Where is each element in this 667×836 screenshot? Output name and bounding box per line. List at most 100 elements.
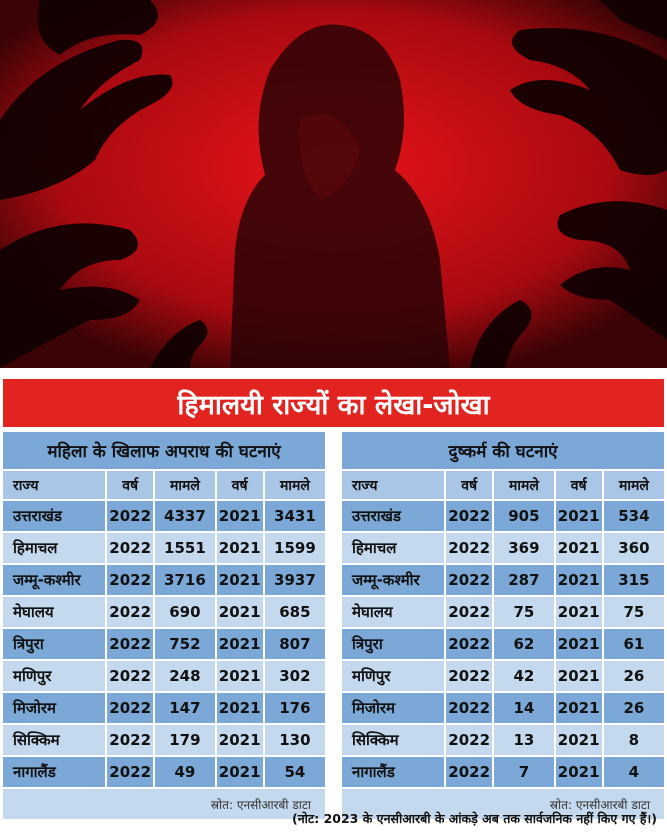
- table-header-row: राज्य वर्ष मामले वर्ष मामले: [3, 471, 325, 500]
- cases-cell: 807: [262, 628, 325, 660]
- year-cell: 2021: [214, 500, 264, 532]
- cases-cell: 905: [492, 500, 555, 532]
- table-row: मणिपुर 2022 248 2021 302: [3, 660, 325, 692]
- cases-cell: 42: [492, 660, 555, 692]
- table-row: मणिपुर 2022 42 2021 26: [342, 660, 664, 692]
- cases-cell: 14: [492, 692, 555, 724]
- state-cell: मेघालय: [342, 596, 446, 628]
- year-cell: 2021: [553, 660, 603, 692]
- col-header-state: राज्य: [342, 471, 446, 500]
- year-cell: 2021: [214, 756, 264, 788]
- table-row: सिक्किम 2022 13 2021 8: [342, 724, 664, 756]
- year-cell: 2022: [105, 756, 155, 788]
- year-cell: 2021: [553, 692, 603, 724]
- cases-cell: 752: [153, 628, 216, 660]
- cases-cell: 302: [262, 660, 325, 692]
- year-cell: 2022: [105, 660, 155, 692]
- year-cell: 2021: [214, 596, 264, 628]
- table-row: मेघालय 2022 690 2021 685: [3, 596, 325, 628]
- cases-cell: 248: [153, 660, 216, 692]
- state-cell: मणिपुर: [342, 660, 446, 692]
- table-header-row: राज्य वर्ष मामले वर्ष मामले: [342, 471, 664, 500]
- year-cell: 2022: [105, 628, 155, 660]
- table-row: जम्मू-कश्मीर 2022 287 2021 315: [342, 564, 664, 596]
- state-cell: मेघालय: [3, 596, 107, 628]
- year-cell: 2022: [444, 628, 494, 660]
- year-cell: 2022: [105, 724, 155, 756]
- women-crime-table-panel: महिला के खिलाफ अपराध की घटनाएं राज्य वर्…: [3, 432, 325, 819]
- year-cell: 2021: [553, 500, 603, 532]
- year-cell: 2021: [214, 564, 264, 596]
- rape-cases-table: राज्य वर्ष मामले वर्ष मामले उत्तराखंड 202…: [342, 471, 664, 789]
- cases-cell: 75: [492, 596, 555, 628]
- table-row: मिजोरम 2022 147 2021 176: [3, 692, 325, 724]
- year-cell: 2022: [444, 660, 494, 692]
- table-row: त्रिपुरा 2022 62 2021 61: [342, 628, 664, 660]
- state-cell: हिमाचल: [3, 532, 107, 564]
- state-cell: हिमाचल: [342, 532, 446, 564]
- silhouette-illustration: [0, 0, 667, 368]
- year-cell: 2021: [214, 628, 264, 660]
- state-cell: नागालैंड: [342, 756, 446, 788]
- women-crime-table-title: महिला के खिलाफ अपराध की घटनाएं: [3, 432, 325, 471]
- year-cell: 2022: [444, 724, 494, 756]
- table-row: मिजोरम 2022 14 2021 26: [342, 692, 664, 724]
- state-cell: उत्तराखंड: [342, 500, 446, 532]
- cases-cell: 315: [601, 564, 664, 596]
- women-crime-table: राज्य वर्ष मामले वर्ष मामले उत्तराखंड 202…: [3, 471, 325, 789]
- year-cell: 2021: [553, 596, 603, 628]
- state-cell: सिक्किम: [3, 724, 107, 756]
- year-cell: 2021: [214, 532, 264, 564]
- table-row: नागालैंड 2022 7 2021 4: [342, 756, 664, 788]
- table-row: नागालैंड 2022 49 2021 54: [3, 756, 325, 788]
- cases-cell: 685: [262, 596, 325, 628]
- state-cell: त्रिपुरा: [3, 628, 107, 660]
- cases-cell: 360: [601, 532, 664, 564]
- col-header-cases: मामले: [153, 471, 216, 500]
- cases-cell: 287: [492, 564, 555, 596]
- state-cell: मिजोरम: [342, 692, 446, 724]
- cases-cell: 176: [262, 692, 325, 724]
- cases-cell: 3716: [153, 564, 216, 596]
- col-header-year: वर्ष: [553, 471, 603, 500]
- cases-cell: 1551: [153, 532, 216, 564]
- cases-cell: 61: [601, 628, 664, 660]
- footnote: (नोट: 2023 के एनसीआरबी के आंकड़े अब तक स…: [292, 811, 657, 826]
- cases-cell: 534: [601, 500, 664, 532]
- page-title: हिमालयी राज्यों का लेखा-जोखा: [3, 379, 664, 427]
- rape-cases-table-panel: दुष्कर्म की घटनाएं राज्य वर्ष मामले वर्ष…: [342, 432, 664, 819]
- year-cell: 2022: [105, 692, 155, 724]
- cases-cell: 7: [492, 756, 555, 788]
- col-header-year: वर्ष: [214, 471, 264, 500]
- col-header-cases: मामले: [492, 471, 555, 500]
- cases-cell: 369: [492, 532, 555, 564]
- cases-cell: 3431: [262, 500, 325, 532]
- cases-cell: 13: [492, 724, 555, 756]
- table-row: हिमाचल 2022 369 2021 360: [342, 532, 664, 564]
- year-cell: 2021: [214, 724, 264, 756]
- state-cell: उत्तराखंड: [3, 500, 107, 532]
- header-photo: [0, 0, 667, 368]
- cases-cell: 26: [601, 660, 664, 692]
- table-row: उत्तराखंड 2022 905 2021 534: [342, 500, 664, 532]
- year-cell: 2021: [553, 628, 603, 660]
- state-cell: जम्मू-कश्मीर: [342, 564, 446, 596]
- cases-cell: 4337: [153, 500, 216, 532]
- table-row: सिक्किम 2022 179 2021 130: [3, 724, 325, 756]
- table-row: जम्मू-कश्मीर 2022 3716 2021 3937: [3, 564, 325, 596]
- state-cell: त्रिपुरा: [342, 628, 446, 660]
- year-cell: 2021: [214, 692, 264, 724]
- cases-cell: 1599: [262, 532, 325, 564]
- cases-cell: 130: [262, 724, 325, 756]
- cases-cell: 26: [601, 692, 664, 724]
- state-cell: जम्मू-कश्मीर: [3, 564, 107, 596]
- year-cell: 2022: [444, 532, 494, 564]
- year-cell: 2021: [553, 756, 603, 788]
- cases-cell: 54: [262, 756, 325, 788]
- state-cell: नागालैंड: [3, 756, 107, 788]
- cases-cell: 179: [153, 724, 216, 756]
- year-cell: 2022: [105, 532, 155, 564]
- year-cell: 2021: [553, 724, 603, 756]
- source-note: स्रोत: एनसीआरबी डाटा: [3, 789, 325, 819]
- year-cell: 2022: [105, 564, 155, 596]
